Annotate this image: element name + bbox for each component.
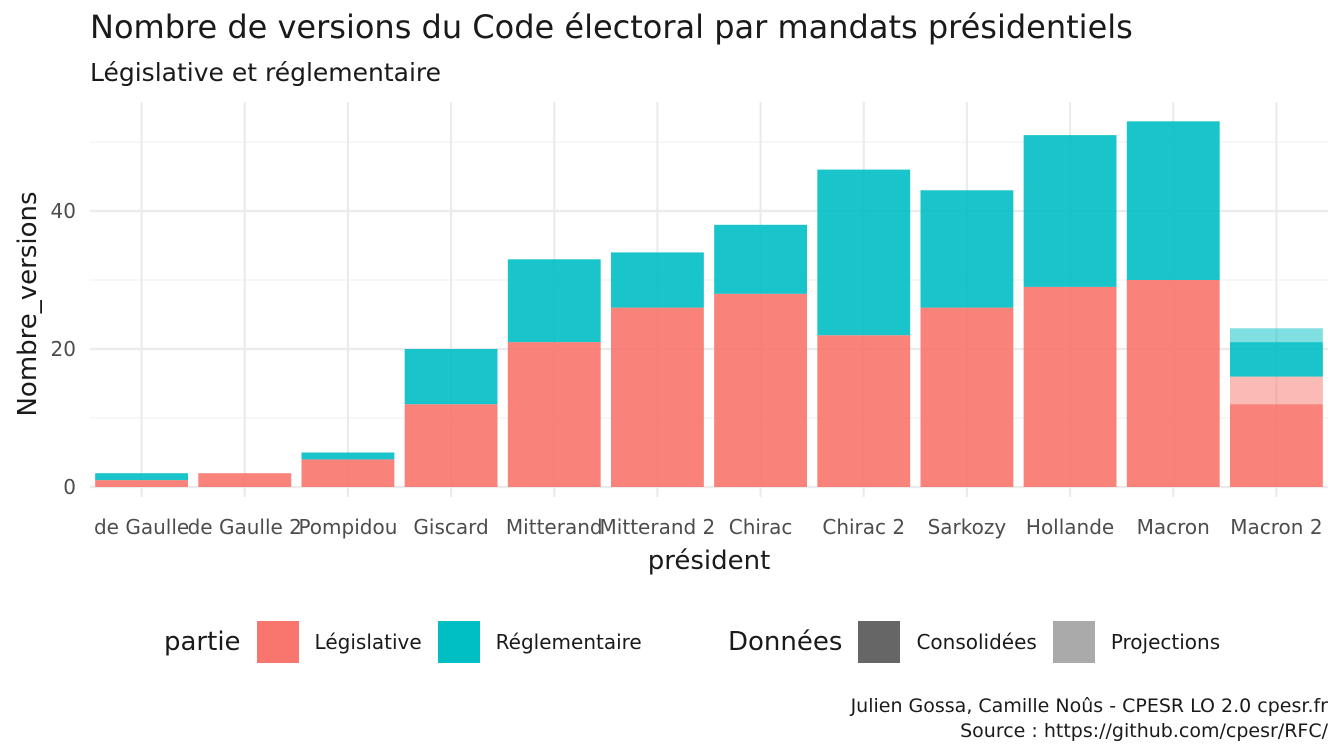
bar-legislative-consolidees: [1023, 286, 1117, 487]
x-tick-label: Sarkozy: [928, 515, 1007, 539]
bar-legislative-projections: [1229, 376, 1323, 405]
x-tick-label: Macron 2: [1230, 515, 1322, 539]
legend-key-legislative: [256, 621, 299, 663]
y-tick-label: 20: [51, 337, 76, 361]
bar-legislative-consolidees: [920, 307, 1014, 487]
bar-reglementaire-consolidees: [714, 224, 808, 294]
y-tick-label: 40: [51, 199, 76, 223]
legend-label-consolidees: Consolidées: [916, 630, 1037, 654]
legend-partie: partie Législative Réglementaire: [164, 618, 658, 666]
bar-reglementaire-consolidees: [95, 473, 189, 481]
x-tick-label: de Gaulle: [94, 515, 189, 539]
legend-key-projections: [1052, 621, 1095, 663]
x-tick-label: Giscard: [413, 515, 488, 539]
x-tick-label: Hollande: [1026, 515, 1114, 539]
caption-source: Source : https://github.com/cpesr/RFC/: [960, 720, 1328, 742]
y-tick-label: 0: [63, 475, 76, 499]
bar-legislative-consolidees: [95, 480, 189, 487]
legend-key-reglementaire: [437, 621, 480, 663]
bar-legislative-consolidees: [817, 335, 911, 487]
bar-reglementaire-projections: [1229, 328, 1323, 343]
legend-label-reglementaire: Réglementaire: [495, 630, 642, 654]
x-tick-label: Pompidou: [298, 515, 397, 539]
bar-reglementaire-consolidees: [507, 259, 601, 343]
legend: partie Législative Réglementaire Données…: [0, 618, 1344, 666]
minor-gridlines: [90, 141, 1328, 419]
bar-legislative-consolidees: [198, 473, 292, 487]
bar-reglementaire-consolidees: [1023, 135, 1117, 287]
bar-legislative-consolidees: [507, 342, 601, 487]
bar-reglementaire-consolidees: [1229, 342, 1323, 377]
y-tick-labels: 0 20 40: [51, 199, 76, 499]
bar-reglementaire-consolidees: [404, 349, 498, 405]
bar-legislative-consolidees: [1126, 280, 1220, 487]
caption-authors: Julien Gossa, Camille Noûs - CPESR LO 2.…: [850, 695, 1328, 717]
bar-legislative-consolidees: [404, 404, 498, 487]
bar-reglementaire-consolidees: [920, 190, 1014, 308]
bar-legislative-consolidees: [301, 459, 395, 487]
x-tick-label: Macron: [1137, 515, 1210, 539]
x-tick-label: Chirac 2: [822, 515, 905, 539]
bars: [95, 121, 1323, 487]
y-axis-title: Nombre_versions: [13, 191, 43, 416]
legend-label-legislative: Législative: [314, 630, 422, 654]
chart-title: Nombre de versions du Code électoral par…: [90, 8, 1133, 46]
legend-donnees-title: Données: [728, 627, 843, 657]
chart-subtitle: Législative et réglementaire: [90, 58, 442, 87]
legend-partie-title: partie: [164, 627, 241, 657]
legend-label-projections: Projections: [1110, 630, 1221, 654]
bar-reglementaire-consolidees: [1126, 121, 1220, 280]
x-tick-label: de Gaulle 2: [188, 515, 302, 539]
legend-key-consolidees: [858, 621, 901, 663]
caption: Julien Gossa, Camille Noûs - CPESR LO 2.…: [851, 694, 1328, 744]
x-tick-label: Chirac: [729, 515, 793, 539]
bar-reglementaire-consolidees: [610, 252, 704, 308]
x-axis-title: président: [648, 546, 771, 576]
legend-donnees: Données Consolidées Projections: [728, 618, 1236, 666]
bar-reglementaire-consolidees: [301, 452, 395, 460]
bar-reglementaire-consolidees: [817, 169, 911, 336]
bar-legislative-consolidees: [1229, 404, 1323, 487]
bar-legislative-consolidees: [610, 307, 704, 487]
x-tick-label: Mitterand 2: [600, 515, 716, 539]
bar-legislative-consolidees: [714, 293, 808, 487]
x-tick-label: Mitterand: [506, 515, 603, 539]
